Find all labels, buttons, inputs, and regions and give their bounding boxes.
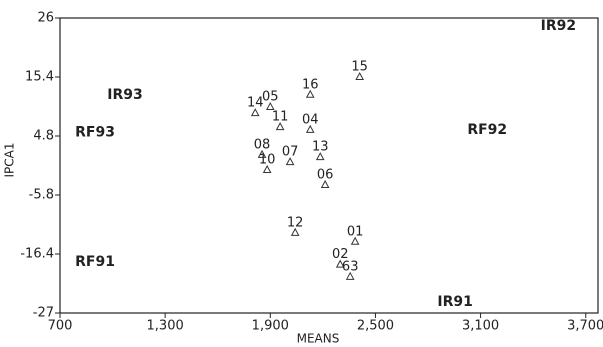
x-tick-label: 2,500 (357, 319, 394, 334)
genotype-label: 07 (282, 145, 299, 160)
genotype-marker (355, 71, 365, 80)
genotype-marker (305, 89, 315, 98)
genotype-marker (345, 271, 355, 280)
genotype-marker (290, 227, 300, 236)
plot-frame (59, 17, 599, 314)
genotype-label: 12 (287, 215, 304, 230)
genotype-label: 08 (254, 137, 271, 152)
environment-label: IR92 (541, 18, 576, 34)
genotype-label: 02 (332, 247, 349, 262)
genotype-label: 11 (272, 110, 289, 125)
genotype-label: 10 (259, 152, 276, 167)
genotype-marker (257, 149, 267, 158)
genotype-label: 01 (347, 224, 364, 239)
genotype-marker (265, 102, 275, 111)
environment-label: IR93 (107, 87, 142, 103)
y-tick-label: -5.8 (29, 188, 54, 203)
genotype-marker (320, 179, 330, 188)
y-axis-title: IPCA1 (3, 143, 17, 178)
genotype-label: 63 (342, 259, 359, 274)
genotype-label: 13 (312, 140, 329, 155)
genotype-label: 05 (262, 90, 279, 105)
genotype-marker (250, 108, 260, 117)
y-tick-label: -16.4 (20, 247, 54, 262)
genotype-label: 04 (302, 112, 319, 127)
y-tick-label: 15.4 (25, 70, 54, 85)
environment-label: RF92 (467, 122, 507, 138)
x-axis-title: MEANS (297, 332, 340, 346)
genotype-marker (305, 124, 315, 133)
y-tick-label: 4.8 (33, 129, 54, 144)
genotype-marker (285, 157, 295, 166)
y-tick-label: -27 (33, 306, 54, 321)
genotype-label: 15 (351, 60, 368, 75)
y-tick-label: 26 (37, 11, 54, 26)
x-tick-label: 3,700 (567, 319, 603, 334)
x-tick-label: 700 (48, 319, 73, 334)
genotype-marker (262, 164, 272, 173)
environment-label: RF91 (75, 254, 115, 270)
x-tick-label: 1,900 (252, 319, 289, 334)
environment-label: IR91 (437, 294, 472, 310)
genotype-label: 16 (302, 77, 319, 92)
genotype-marker (315, 152, 325, 161)
genotype-marker (350, 236, 360, 245)
genotype-label: 06 (317, 167, 334, 182)
x-tick-label: 1,300 (147, 319, 184, 334)
genotype-marker (275, 122, 285, 131)
genotype-marker (335, 259, 345, 268)
x-tick-label: 3,100 (462, 319, 499, 334)
environment-label: RF93 (75, 125, 115, 141)
genotype-label: 14 (247, 96, 264, 111)
